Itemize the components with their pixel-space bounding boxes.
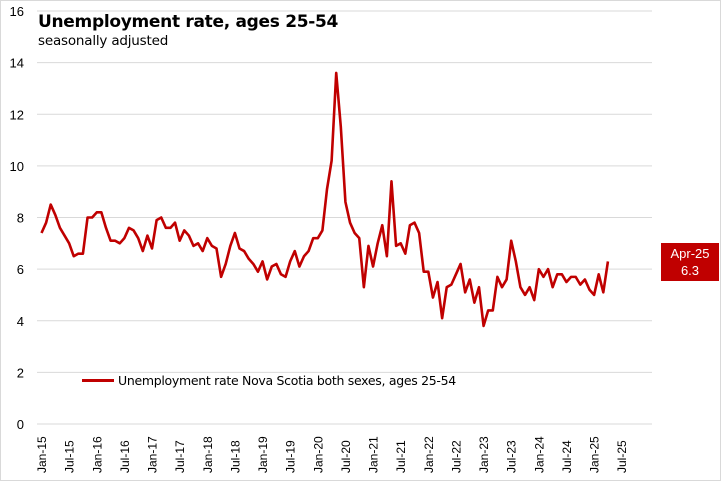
callout-date: Apr-25 — [670, 246, 710, 261]
x-tick-label: Jul-20 — [339, 440, 353, 473]
x-tick-label: Jul-15 — [63, 440, 77, 473]
x-tick-label: Jan-20 — [311, 436, 325, 473]
legend-swatch — [82, 379, 114, 382]
x-tick-label: Jul-17 — [173, 440, 187, 473]
x-tick-label: Jan-24 — [532, 436, 546, 473]
x-tick-label: Jan-19 — [256, 436, 270, 473]
x-tick-label: Jan-21 — [367, 436, 381, 473]
x-tick-label: Jul-19 — [284, 440, 298, 473]
chart-subtitle: seasonally adjusted — [38, 33, 173, 49]
x-tick-label: Jan-18 — [201, 436, 215, 473]
x-tick-label: Jan-22 — [422, 436, 436, 473]
y-axis-ticks: 0 2 4 6 8 10 12 14 16 — [10, 4, 24, 432]
callout-value: 6.3 — [680, 263, 700, 278]
x-tick-label: Jan-17 — [146, 436, 160, 473]
x-tick-label: Jan-15 — [35, 436, 49, 473]
x-tick-label: Jan-16 — [90, 436, 104, 473]
latest-value-callout: Apr-25 6.3 — [661, 243, 719, 281]
series-line — [40, 71, 610, 328]
series-lines — [40, 71, 610, 328]
x-tick-label: Jul-25 — [615, 440, 629, 473]
x-tick-label: Jul-18 — [228, 440, 242, 473]
y-tick-label: 0 — [17, 417, 24, 432]
y-tick-label: 10 — [10, 159, 24, 174]
y-tick-label: 14 — [10, 56, 24, 71]
y-tick-label: 2 — [17, 365, 24, 380]
x-tick-label: Jul-21 — [394, 440, 408, 473]
y-tick-label: 8 — [17, 211, 24, 226]
x-tick-label: Jul-22 — [449, 440, 463, 473]
legend-label: Unemployment rate Nova Scotia both sexes… — [118, 373, 456, 388]
gridlines — [37, 10, 652, 425]
chart-title: Unemployment rate, ages 25-54 — [38, 12, 343, 32]
legend: Unemployment rate Nova Scotia both sexes… — [80, 373, 458, 388]
x-tick-label: Jan-23 — [477, 436, 491, 473]
x-tick-label: Jul-23 — [505, 440, 519, 473]
x-tick-label: Jul-24 — [560, 440, 574, 473]
x-axis-ticks: Jan-15 Jul-15 Jan-16 Jul-16 Jan-17 Jul-17 Jan-… — [35, 436, 629, 473]
y-tick-label: 16 — [10, 4, 24, 19]
y-tick-label: 6 — [17, 262, 24, 277]
x-tick-label: Jul-16 — [118, 440, 132, 473]
y-tick-label: 4 — [17, 314, 24, 329]
y-tick-label: 12 — [10, 107, 24, 122]
x-tick-label: Jan-25 — [588, 436, 602, 473]
